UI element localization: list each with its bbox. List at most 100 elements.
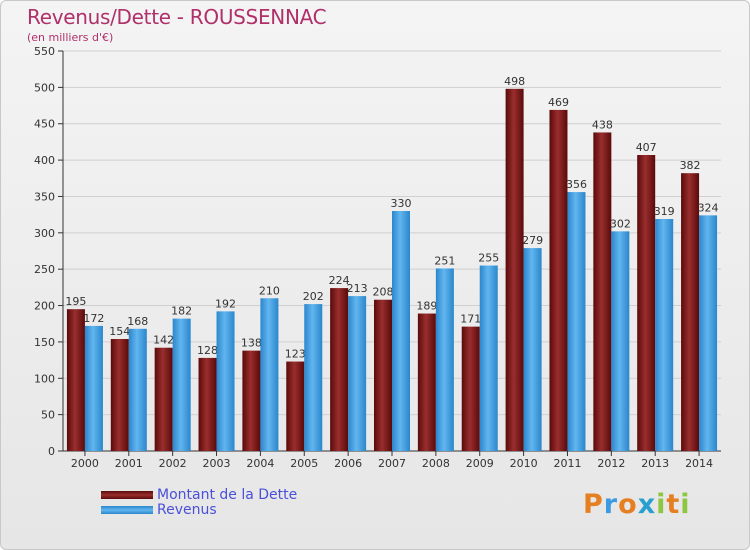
bar-revenus <box>435 268 454 451</box>
bar-revenus <box>304 304 323 451</box>
logo-letter: t <box>666 489 681 520</box>
bar-dette <box>66 309 85 451</box>
data-label: 324 <box>698 201 719 214</box>
y-tick-label: 450 <box>34 118 55 131</box>
bar-revenus <box>348 296 367 451</box>
y-tick-label: 350 <box>34 190 55 203</box>
x-tick-label: 2012 <box>597 457 625 470</box>
x-tick-label: 2005 <box>290 457 318 470</box>
data-label: 192 <box>215 297 236 310</box>
data-label: 224 <box>329 274 350 287</box>
bar-revenus <box>567 192 586 451</box>
x-tick-label: 2003 <box>203 457 231 470</box>
x-tick-label: 2000 <box>71 457 99 470</box>
x-tick-label: 2006 <box>334 457 362 470</box>
data-label: 498 <box>504 75 525 88</box>
data-label: 330 <box>391 197 412 210</box>
data-label: 195 <box>65 295 86 308</box>
bar-dette <box>593 132 612 452</box>
bar-revenus <box>216 311 235 451</box>
x-tick-label: 2010 <box>510 457 538 470</box>
data-label: 251 <box>434 254 455 267</box>
data-label: 182 <box>171 305 192 318</box>
data-label: 189 <box>416 300 437 313</box>
data-label: 302 <box>610 217 631 230</box>
bar-revenus <box>479 265 498 451</box>
data-label: 210 <box>259 284 280 297</box>
x-tick-label: 2004 <box>246 457 274 470</box>
x-tick-label: 2007 <box>378 457 406 470</box>
data-label: 213 <box>347 282 368 295</box>
x-tick-label: 2008 <box>422 457 450 470</box>
legend-swatch-dette <box>101 490 153 499</box>
y-tick-label: 550 <box>34 45 55 58</box>
x-tick-label: 2001 <box>115 457 143 470</box>
y-tick-label: 200 <box>34 300 55 313</box>
bar-dette <box>417 313 436 451</box>
logo-letter: x <box>637 489 657 520</box>
bar-dette <box>374 299 392 451</box>
data-label: 128 <box>197 344 218 357</box>
bar-dette <box>154 347 173 451</box>
bar-revenus <box>260 298 279 451</box>
logo-letter: P <box>583 489 604 520</box>
bar-revenus <box>699 215 718 451</box>
data-label: 319 <box>654 205 675 218</box>
bar-dette <box>198 357 217 451</box>
bar-dette <box>330 288 349 451</box>
bar-dette <box>110 339 129 451</box>
proxiti-logo: Proxiti <box>583 489 691 520</box>
bar-dette <box>505 88 524 452</box>
bar-dette <box>461 326 480 451</box>
logo-letter: r <box>603 489 619 520</box>
data-label: 142 <box>153 334 174 347</box>
y-tick-label: 400 <box>34 154 55 167</box>
data-label: 279 <box>522 234 543 247</box>
bar-revenus <box>172 318 191 451</box>
bar-dette <box>286 361 305 451</box>
chart-title: Revenus/Dette - ROUSSENNAC <box>27 5 327 29</box>
x-tick-label: 2009 <box>466 457 494 470</box>
y-tick-label: 50 <box>41 409 55 422</box>
y-tick-label: 300 <box>34 227 55 240</box>
y-tick-label: 150 <box>34 336 55 349</box>
bar-revenus <box>655 219 674 451</box>
x-tick-label: 2014 <box>685 457 713 470</box>
logo-letter: i <box>656 489 667 520</box>
data-label: 255 <box>478 252 499 265</box>
logo-letter: i <box>680 489 691 520</box>
legend-item-revenus: Revenus <box>101 502 297 518</box>
y-tick-label: 250 <box>34 263 55 276</box>
legend-swatch-revenus <box>101 505 153 514</box>
legend-item-dette: Montant de la Dette <box>101 486 298 503</box>
x-tick-label: 2013 <box>641 457 669 470</box>
bar-revenus <box>84 325 103 451</box>
data-label: 168 <box>127 315 148 328</box>
chart-subtitle: (en milliers d'€) <box>27 31 114 44</box>
logo-letter: o <box>618 489 638 520</box>
data-label: 208 <box>373 286 394 299</box>
data-label: 172 <box>83 312 104 325</box>
bar-dette <box>242 350 261 451</box>
y-tick-label: 100 <box>34 372 55 385</box>
data-label: 154 <box>109 325 130 338</box>
data-label: 123 <box>285 348 306 361</box>
data-label: 202 <box>303 290 324 303</box>
data-label: 171 <box>460 313 481 326</box>
y-tick-label: 500 <box>34 81 55 94</box>
legend-label-dette: Montant de la Dette <box>157 486 298 503</box>
y-tick-label: 0 <box>48 445 55 458</box>
bar-dette <box>549 109 568 451</box>
x-tick-label: 2002 <box>159 457 187 470</box>
data-label: 382 <box>680 159 701 172</box>
bar-revenus <box>611 231 630 451</box>
bar-revenus <box>128 328 147 451</box>
chart-legend: Montant de la Dette Revenus <box>101 486 298 518</box>
x-tick-label: 2011 <box>553 457 581 470</box>
bar-revenus <box>523 248 542 451</box>
bar-dette <box>637 155 656 451</box>
data-label: 356 <box>566 178 587 191</box>
data-label: 407 <box>636 141 657 154</box>
